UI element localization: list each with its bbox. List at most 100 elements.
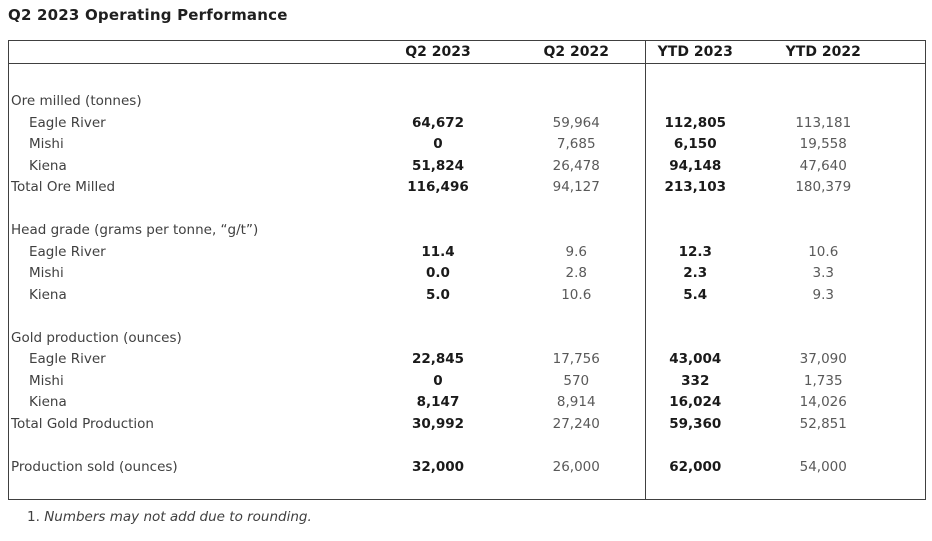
cell-value: 9.3 xyxy=(812,286,834,303)
cell-value: 8,147 xyxy=(416,394,460,411)
empty-cell xyxy=(645,434,745,456)
table-header-row: Q2 2023 Q2 2022 YTD 2023 YTD 2022 xyxy=(8,40,926,64)
cell-value: 0 xyxy=(433,372,443,389)
empty-cell xyxy=(645,477,745,499)
empty-cell xyxy=(645,90,745,112)
empty-cell xyxy=(645,327,745,349)
empty-cell xyxy=(483,64,646,91)
cell-value: 26,000 xyxy=(552,458,600,475)
table-row: Production sold (ounces) 32,000 26,000 62,0… xyxy=(9,456,926,478)
row-label: Eagle River xyxy=(29,243,106,260)
row-label: Kiena xyxy=(29,394,67,411)
table-row: Total Ore Milled 116,496 94,127 213,103 180,… xyxy=(9,176,926,198)
cell-value: 10.6 xyxy=(808,243,839,260)
row-label: Total Ore Milled xyxy=(11,179,116,196)
table-body: Ore milled (tonnes) Eagle River 64,672 59,9… xyxy=(9,63,926,500)
empty-cell xyxy=(483,435,646,457)
row-label: Ore milled (tonnes) xyxy=(11,93,142,110)
row-label: Total Gold Production xyxy=(11,415,154,432)
spacer-row xyxy=(9,477,926,500)
empty-cell xyxy=(394,64,483,91)
cell-value: 47,640 xyxy=(799,157,847,174)
cell-value: 17,756 xyxy=(552,351,600,368)
cell-value: 116,496 xyxy=(407,179,469,196)
cell-value: 570 xyxy=(563,372,590,389)
cell-value: 62,000 xyxy=(645,456,745,478)
cell-value: 26,478 xyxy=(552,157,600,174)
row-label: Production sold (ounces) xyxy=(11,458,178,475)
spacer-row xyxy=(9,198,926,220)
empty-cell xyxy=(745,220,926,242)
cell-value: 94,127 xyxy=(552,179,600,196)
empty-cell xyxy=(9,198,394,220)
empty-cell xyxy=(483,220,646,242)
cell-value: 0.0 xyxy=(426,265,450,282)
table-row: Eagle River 64,672 59,964 112,805 113,181 xyxy=(9,112,926,134)
row-label: Mishi xyxy=(29,265,64,282)
empty-cell xyxy=(745,327,926,349)
cell-value: 2.8 xyxy=(565,265,587,282)
cell-value: 213,103 xyxy=(645,176,745,198)
table-row: Total Gold Production 30,992 27,240 59,360 5… xyxy=(9,413,926,435)
empty-cell xyxy=(9,306,394,328)
column-header-ytd-2022: YTD 2022 xyxy=(744,40,926,64)
empty-cell xyxy=(745,435,926,457)
cell-value: 54,000 xyxy=(799,458,847,475)
cell-value: 2.3 xyxy=(645,262,745,284)
cell-value: 8,914 xyxy=(556,394,596,411)
cell-value: 64,672 xyxy=(411,114,465,131)
cell-value: 51,824 xyxy=(411,157,465,174)
cell-value: 7,685 xyxy=(556,136,596,153)
empty-cell xyxy=(394,91,483,113)
empty-cell xyxy=(394,478,483,500)
empty-cell xyxy=(483,478,646,500)
column-header-q2-2022: Q2 2022 xyxy=(482,40,646,64)
spacer-row xyxy=(9,305,926,328)
empty-cell xyxy=(645,305,745,327)
cell-value: 27,240 xyxy=(552,415,600,432)
table-row: Head grade (grams per tonne, “g/t”) xyxy=(9,219,926,242)
empty-cell xyxy=(745,91,926,113)
cell-value: 6,150 xyxy=(645,133,745,155)
cell-value: 59,360 xyxy=(645,413,745,435)
empty-cell xyxy=(745,478,926,500)
table-row: Eagle River 22,845 17,756 43,004 37,090 xyxy=(9,348,926,370)
table-row: Kiena 5.0 10.6 5.4 9.3 xyxy=(9,284,926,306)
row-label: Eagle River xyxy=(29,114,106,131)
table-row: Ore milled (tonnes) xyxy=(9,90,926,113)
empty-cell xyxy=(394,306,483,328)
table-row: Mishi 0 7,685 6,150 19,558 xyxy=(9,133,926,155)
cell-value: 0 xyxy=(433,136,443,153)
cell-value: 11.4 xyxy=(421,243,455,260)
cell-value: 1,735 xyxy=(803,372,843,389)
page-title: Q2 2023 Operating Performance xyxy=(8,6,288,24)
cell-value: 16,024 xyxy=(645,391,745,413)
empty-cell xyxy=(645,63,745,91)
cell-value: 59,964 xyxy=(552,114,600,131)
footnote: 1. Numbers may not add due to rounding. xyxy=(27,509,312,525)
footnote-text: Numbers may not add due to rounding. xyxy=(44,509,312,525)
cell-value: 180,379 xyxy=(795,179,852,196)
cell-value: 10.6 xyxy=(561,286,592,303)
table-row: Mishi 0.0 2.8 2.3 3.3 xyxy=(9,262,926,284)
empty-cell xyxy=(745,306,926,328)
cell-value: 94,148 xyxy=(645,155,745,177)
table-row: Kiena 8,147 8,914 16,024 14,026 xyxy=(9,391,926,413)
cell-value: 3.3 xyxy=(812,265,834,282)
row-label: Mishi xyxy=(29,136,64,153)
spacer-row xyxy=(9,434,926,457)
cell-value: 19,558 xyxy=(799,136,847,153)
empty-cell xyxy=(645,219,745,241)
empty-cell xyxy=(483,91,646,113)
row-label: Kiena xyxy=(29,286,67,303)
footnote-marker: 1. xyxy=(27,509,40,525)
cell-value: 37,090 xyxy=(799,351,847,368)
cell-value: 14,026 xyxy=(799,394,847,411)
column-header-q2-2023: Q2 2023 xyxy=(393,40,483,64)
empty-cell xyxy=(745,64,926,91)
cell-value: 332 xyxy=(645,370,745,392)
empty-cell xyxy=(394,435,483,457)
empty-cell xyxy=(745,198,926,220)
empty-cell xyxy=(483,327,646,349)
cell-value: 9.6 xyxy=(565,243,587,260)
